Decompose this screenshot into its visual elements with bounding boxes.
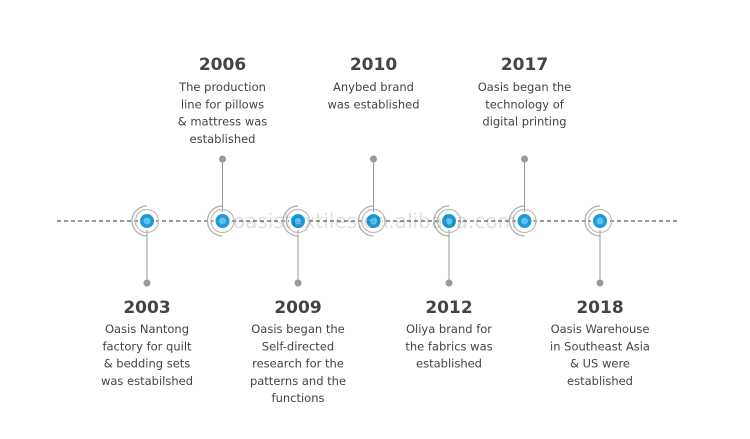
event-text: factory for quilt	[102, 339, 192, 353]
node-ring	[512, 208, 537, 234]
node-core	[521, 217, 528, 225]
event-text: Oasis began the	[478, 80, 571, 94]
node-core	[596, 217, 604, 225]
event-text: patterns and the	[250, 374, 346, 388]
connector-dot	[294, 279, 302, 287]
node-core	[294, 217, 302, 225]
node-arc	[357, 220, 374, 237]
event-text: The production	[178, 80, 266, 94]
connector-dot	[445, 279, 453, 287]
node-ring	[285, 208, 311, 234]
node-arc	[206, 220, 223, 237]
event-year: 2006	[199, 55, 246, 75]
node-core	[219, 217, 226, 225]
event-text: established	[567, 374, 633, 388]
event-text: was established	[327, 97, 419, 111]
connector-dot	[143, 279, 151, 287]
event-text: Self-directed	[262, 339, 334, 353]
node-ring	[134, 208, 160, 234]
event-text: Oasis Warehouse	[551, 322, 650, 336]
node-arc	[433, 220, 450, 237]
node-ring	[587, 208, 613, 234]
event-text: established	[416, 357, 482, 371]
event-text: line for pillows	[181, 97, 264, 111]
event-text: the fabrics was	[405, 339, 492, 353]
event-text: & mattress was	[178, 115, 268, 129]
event-year: 2009	[274, 298, 321, 318]
event-year: 2018	[576, 298, 623, 318]
node-arc	[282, 220, 299, 237]
event-text: in Southeast Asia	[550, 339, 650, 353]
connector-dot	[521, 155, 528, 163]
connector-dot	[596, 279, 604, 287]
node-arc	[131, 205, 148, 222]
event-text: research for the	[252, 357, 344, 371]
node-ring	[210, 208, 235, 234]
event-text: was estabilshed	[101, 374, 193, 388]
event-text: Anybed brand	[333, 80, 414, 94]
event-text: Oliya brand for	[406, 322, 492, 336]
event-year: 2012	[425, 298, 472, 318]
node-arc	[282, 205, 299, 222]
node-arc	[433, 205, 450, 222]
event-text: & US were	[570, 357, 630, 371]
node-arc	[508, 220, 525, 237]
event-year: 2017	[501, 55, 548, 75]
connector-dot	[219, 155, 226, 163]
event-year: 2010	[350, 55, 397, 75]
watermark: oasistextiles.en.alibaba.com	[233, 209, 517, 233]
node-arc	[357, 205, 374, 222]
node-arc	[206, 205, 223, 222]
event-text: functions	[272, 391, 325, 405]
node-arc	[584, 205, 601, 222]
node-ring	[361, 208, 386, 234]
event-text: Oasis began the	[251, 322, 344, 336]
node-arc	[508, 205, 525, 222]
connector-dot	[370, 155, 377, 163]
event-text: established	[190, 132, 256, 146]
event-text: Oasis Nantong	[105, 322, 189, 336]
node-core	[445, 217, 453, 225]
event-year: 2003	[123, 298, 170, 318]
event-text: technology of	[485, 97, 565, 111]
node-arc	[131, 220, 148, 237]
node-core	[143, 217, 151, 225]
event-text: & bedding sets	[104, 357, 191, 371]
node-arc	[584, 220, 601, 237]
event-text: digital printing	[482, 115, 566, 129]
node-ring	[436, 208, 462, 234]
node-core	[370, 217, 377, 225]
